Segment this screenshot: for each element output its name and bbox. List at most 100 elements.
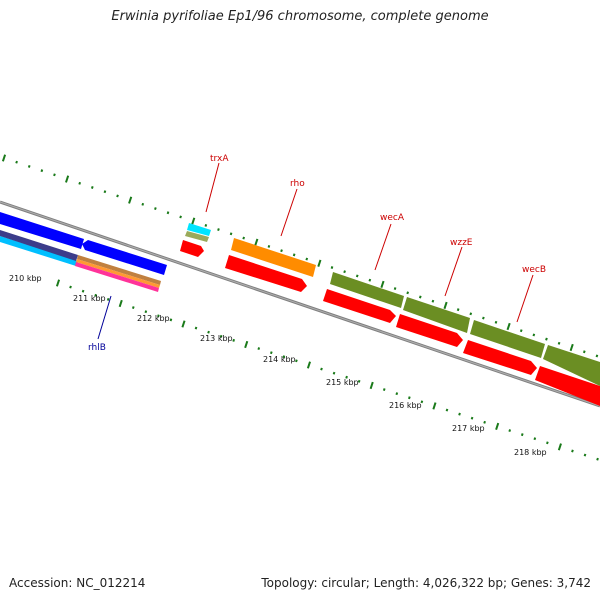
gene-label-rho: rho xyxy=(290,179,305,189)
outer-ring-minor-tick xyxy=(343,270,346,274)
inner-ring-minor-tick xyxy=(207,330,210,334)
inner-ring-minor-tick xyxy=(131,306,135,310)
trxA-cds xyxy=(180,240,204,257)
inner-ring-minor-tick xyxy=(408,396,411,400)
rhlB-cds-segment-2 xyxy=(82,240,167,275)
next-cds xyxy=(535,366,600,406)
inner-ring-minor-tick xyxy=(332,371,336,375)
inner-ring-minor-tick xyxy=(219,334,223,338)
outer-ring-minor-tick xyxy=(179,215,182,219)
inner-ring-minor-tick xyxy=(382,388,386,391)
outer-ring-minor-tick xyxy=(519,329,523,333)
outer-ring-minor-tick xyxy=(406,291,410,295)
inner-ring-major-tick xyxy=(244,340,249,349)
outer-ring-minor-tick xyxy=(595,354,599,358)
inner-ring-minor-tick xyxy=(232,338,235,342)
tick-label: 214 kbp xyxy=(263,355,296,364)
gene-cds-pink xyxy=(75,262,159,292)
inner-ring-minor-tick xyxy=(144,310,148,314)
outer-ring-major-tick xyxy=(1,154,7,162)
tick-label: 216 kbp xyxy=(389,401,422,410)
inner-ring-major-tick xyxy=(557,443,562,451)
outer-ring-minor-tick xyxy=(229,232,233,236)
outer-ring-minor-tick xyxy=(116,194,119,198)
inner-ring-major-tick xyxy=(432,402,437,410)
outer-ring-minor-tick xyxy=(469,312,473,316)
inner-ring-minor-tick xyxy=(571,449,574,453)
inner-ring-major-tick xyxy=(369,381,374,390)
inner-ring-minor-tick xyxy=(194,326,198,330)
outer-ring-minor-tick xyxy=(393,287,397,291)
wecA-leader-line xyxy=(374,223,392,271)
outer-ring-minor-tick xyxy=(545,337,548,341)
inner-ring-major-tick xyxy=(181,320,186,328)
outer-ring-major-tick xyxy=(569,343,574,352)
inner-ring-minor-tick xyxy=(81,289,85,293)
outer-ring-minor-tick xyxy=(154,207,157,211)
outer-ring-major-tick xyxy=(506,322,511,331)
outer-ring-minor-tick xyxy=(40,169,44,173)
gene-cds-brown xyxy=(77,255,161,285)
outer-ring-minor-tick xyxy=(242,236,246,240)
outer-ring-minor-tick xyxy=(267,245,271,248)
inner-ring-major-tick xyxy=(495,422,500,431)
gene-cds-light-blue xyxy=(0,236,78,266)
outer-ring-minor-tick xyxy=(204,223,208,227)
outer-ring-minor-tick xyxy=(456,308,460,312)
rhlB-leader-line xyxy=(97,295,112,340)
wzzE-cds xyxy=(396,314,463,347)
wecB-cds-olive xyxy=(470,320,545,358)
accession-text: Accession: NC_012214 xyxy=(9,576,146,590)
inner-ring-minor-tick xyxy=(508,429,512,432)
inner-ring-minor-tick xyxy=(157,314,160,318)
inner-ring-minor-tick xyxy=(546,441,549,445)
wzzE-leader-line xyxy=(444,246,463,297)
outer-ring-minor-tick xyxy=(418,295,422,299)
rhlB-cds-segment-1 xyxy=(0,212,84,249)
inner-ring-minor-tick xyxy=(269,351,273,355)
outer-ring-major-tick xyxy=(317,259,322,267)
outer-ring-major-tick xyxy=(380,280,385,289)
inner-ring-minor-tick xyxy=(445,408,449,412)
outer-ring-minor-tick xyxy=(532,333,536,337)
tick-label: 210 kbp xyxy=(9,274,42,283)
outer-ring-minor-tick xyxy=(292,253,296,257)
outer-ring-minor-tick xyxy=(582,350,586,354)
outer-ring-major-tick xyxy=(191,217,196,225)
outer-ring-minor-tick xyxy=(368,278,372,282)
inner-ring-minor-tick xyxy=(533,437,537,441)
inner-ring-minor-tick xyxy=(470,416,474,420)
outer-ring-minor-tick xyxy=(27,164,31,168)
inner-ring-minor-tick xyxy=(257,347,261,351)
tick-label: 215 kbp xyxy=(326,378,359,387)
outer-ring-major-tick xyxy=(128,196,133,204)
wecA-cds xyxy=(323,289,396,323)
inner-ring-minor-tick xyxy=(320,367,323,371)
tick-label: 213 kbp xyxy=(200,334,233,343)
outer-ring-minor-tick xyxy=(166,211,170,215)
tick-label: 212 kbp xyxy=(137,314,170,323)
genome-stats-text: Topology: circular; Length: 4,026,322 bp… xyxy=(261,576,591,590)
inner-ring-minor-tick xyxy=(295,359,298,363)
tick-label: 217 kbp xyxy=(452,424,485,433)
inner-tick-ring xyxy=(55,279,599,461)
inner-ring-minor-tick xyxy=(94,293,97,297)
outer-ring-minor-tick xyxy=(494,320,498,324)
inner-ring-minor-tick xyxy=(282,355,286,359)
outer-ring-minor-tick xyxy=(78,181,82,185)
wzzE-cds-olive xyxy=(403,297,470,333)
tick-label: 211 kbp xyxy=(73,294,106,303)
inner-ring-minor-tick xyxy=(520,433,524,437)
inner-ring-minor-tick xyxy=(596,457,599,461)
inner-ring-minor-tick xyxy=(106,297,110,301)
inner-ring-minor-tick xyxy=(583,453,587,457)
rho-cds xyxy=(225,255,307,292)
outer-ring-minor-tick xyxy=(103,190,107,194)
outer-ring-minor-tick xyxy=(141,202,145,206)
inner-ring-minor-tick xyxy=(345,375,348,379)
outer-ring-major-tick xyxy=(254,238,259,246)
outer-ring-minor-tick xyxy=(15,160,18,164)
wecB-cds xyxy=(463,340,537,375)
inner-ring-minor-tick xyxy=(69,285,72,289)
